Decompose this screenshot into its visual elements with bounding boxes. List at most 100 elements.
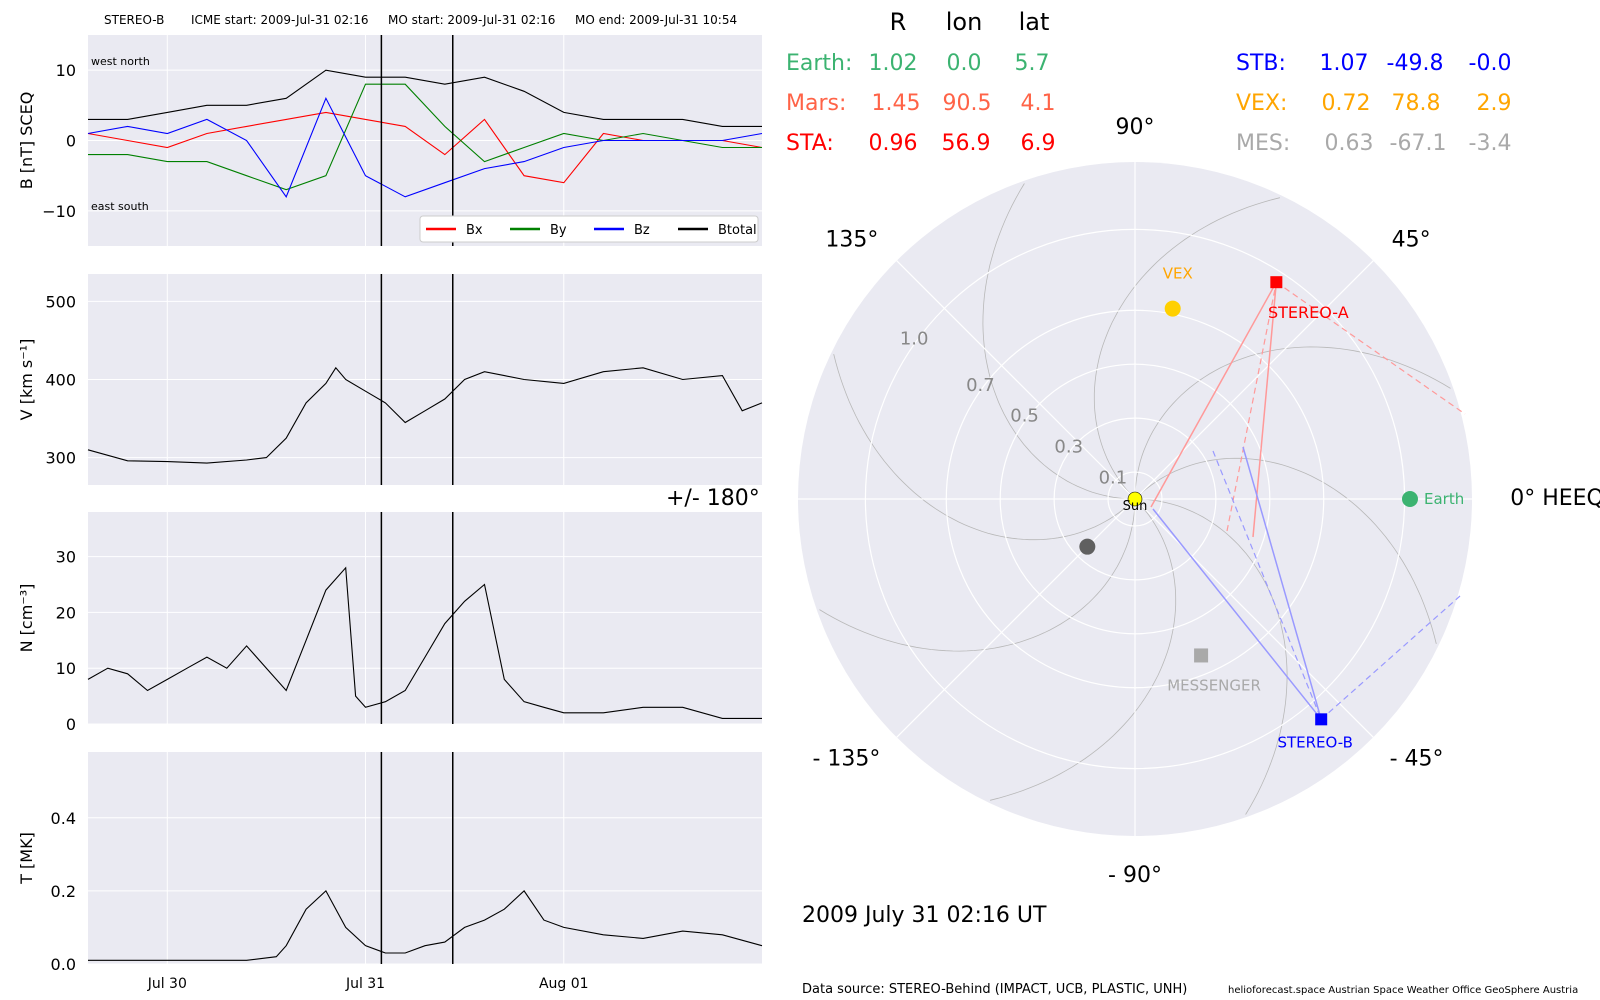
stb-field-line bbox=[1242, 446, 1322, 720]
angle-label: 135° bbox=[825, 227, 878, 252]
mes-name: MES: bbox=[1236, 131, 1290, 156]
y-tick-label: 10 bbox=[56, 659, 76, 678]
table-header-lon: lon bbox=[946, 8, 983, 36]
parker-spiral bbox=[819, 498, 1136, 652]
angle-label: 90° bbox=[1116, 115, 1155, 140]
angle-label: +/- 180° bbox=[666, 486, 760, 511]
messenger-label: MESSENGER bbox=[1167, 676, 1261, 694]
y-tick-label: 20 bbox=[56, 603, 76, 622]
stb-lat: -0.0 bbox=[1469, 51, 1512, 76]
vex-name: VEX: bbox=[1236, 91, 1287, 116]
sun-marker bbox=[1127, 491, 1143, 507]
sta-name: STA: bbox=[786, 131, 834, 156]
legend-label: Bx bbox=[466, 223, 483, 238]
y-axis-label: T [MK] bbox=[17, 832, 36, 885]
stereo-b-label: STEREO-B bbox=[1277, 733, 1352, 751]
parker-spiral bbox=[1093, 197, 1280, 500]
stb-dashed-line bbox=[1212, 450, 1322, 720]
radial-tick-label: 0.1 bbox=[1099, 468, 1128, 489]
angle-label: 45° bbox=[1392, 227, 1431, 252]
sta-lon: 56.9 bbox=[942, 131, 991, 156]
sta-lat: 6.9 bbox=[1021, 131, 1056, 156]
table-header-r: R bbox=[890, 8, 907, 36]
x-tick-label: Aug 01 bbox=[539, 976, 589, 992]
panel-background bbox=[88, 752, 762, 964]
credits-label: helioforecast.space Austrian Space Weath… bbox=[1228, 985, 1578, 996]
sta-r: 0.96 bbox=[869, 131, 918, 156]
mars-r: 1.45 bbox=[872, 91, 921, 116]
radial-tick-label: 0.7 bbox=[966, 375, 995, 396]
stereo-a-label: STEREO-A bbox=[1268, 303, 1349, 322]
header-mo-start: MO start: 2009-Jul-31 02:16 bbox=[388, 13, 555, 27]
earth-lon: 0.0 bbox=[947, 51, 982, 76]
y-tick-label: 10 bbox=[56, 61, 76, 80]
angle-label: 0° HEEQ bbox=[1510, 486, 1600, 511]
legend-box bbox=[419, 215, 759, 243]
stb-r: 1.07 bbox=[1320, 51, 1369, 76]
y-tick-label: 30 bbox=[56, 548, 76, 567]
legend: Bx By Bz Btotal bbox=[419, 215, 759, 243]
angular-gridline bbox=[1134, 498, 1374, 738]
stb-field-line bbox=[1152, 508, 1322, 720]
angle-label: - 135° bbox=[812, 747, 880, 772]
angular-gridline bbox=[896, 260, 1136, 500]
header-spacecraft: STEREO-B bbox=[104, 13, 164, 27]
mars-lat: 4.1 bbox=[1021, 91, 1056, 116]
parker-spiral bbox=[1134, 498, 1288, 815]
vex-label: VEX bbox=[1163, 265, 1193, 283]
panel-background bbox=[88, 512, 762, 724]
angle-label: - 45° bbox=[1390, 747, 1444, 772]
vex-r: 0.72 bbox=[1322, 91, 1371, 116]
panel-temperature: 0.4 0.2 0.0 T [MK] Jul 30 Jul 31 Aug 01 bbox=[17, 752, 763, 992]
y-tick-label: 0.4 bbox=[51, 809, 76, 828]
radial-tick-label: 1.0 bbox=[900, 328, 929, 349]
stb-name: STB: bbox=[1236, 51, 1286, 76]
table-header-lat: lat bbox=[1019, 8, 1050, 36]
parker-spiral bbox=[1134, 457, 1437, 644]
messenger-marker bbox=[1194, 648, 1209, 663]
vex-marker bbox=[1164, 300, 1181, 317]
y-tick-label: 0.2 bbox=[51, 882, 76, 901]
mars-lon: 90.5 bbox=[943, 91, 992, 116]
series-line-n bbox=[87, 566, 762, 719]
vex-lat: 2.9 bbox=[1477, 91, 1512, 116]
stb-lon: -49.8 bbox=[1387, 51, 1444, 76]
y-tick-label: 0 bbox=[66, 715, 76, 734]
angle-label: - 90° bbox=[1108, 863, 1162, 888]
stereo-b-marker bbox=[1315, 713, 1328, 726]
mes-r: 0.63 bbox=[1325, 131, 1374, 156]
parker-spiral bbox=[990, 498, 1177, 801]
x-tick-label: Jul 31 bbox=[345, 976, 385, 992]
series-line-t bbox=[88, 890, 763, 961]
legend-label: By bbox=[550, 223, 567, 238]
parker-spiral bbox=[833, 354, 1136, 541]
y-tick-label: 0 bbox=[66, 132, 76, 151]
data-source-label: Data source: STEREO-Behind (IMPACT, UCB,… bbox=[802, 982, 1187, 997]
angular-gridline bbox=[1134, 260, 1374, 500]
angular-gridline bbox=[896, 498, 1136, 738]
y-axis-label: N [cm⁻³] bbox=[17, 584, 36, 653]
legend-label: Bz bbox=[634, 223, 650, 238]
header-icme-start: ICME start: 2009-Jul-31 02:16 bbox=[191, 13, 369, 27]
sun-label: Sun bbox=[1123, 499, 1148, 514]
panel-density: 30 20 10 0 N [cm⁻³] bbox=[17, 512, 762, 734]
parker-spiral bbox=[982, 183, 1136, 500]
series-line-v bbox=[87, 366, 763, 464]
legend-label: Btotal bbox=[718, 223, 757, 238]
corner-label-bottom: east south bbox=[91, 200, 149, 213]
sta-dashed-line bbox=[1275, 281, 1466, 415]
series-line-btotal bbox=[88, 69, 762, 127]
y-tick-label: 500 bbox=[45, 292, 76, 311]
vex-lon: 78.8 bbox=[1392, 91, 1441, 116]
datetime-label: 2009 July 31 02:16 UT bbox=[802, 903, 1047, 928]
earth-lat: 5.7 bbox=[1015, 51, 1050, 76]
radial-tick-label: 0.5 bbox=[1010, 406, 1039, 427]
y-tick-label: 0.0 bbox=[51, 955, 76, 974]
panel-speed: 500 400 300 V [km s⁻¹] bbox=[17, 274, 763, 485]
planet-marker bbox=[1079, 538, 1096, 555]
series-line-by bbox=[88, 83, 762, 191]
y-axis-label: B [nT] SCEQ bbox=[17, 92, 36, 190]
earth-label: Earth bbox=[1424, 490, 1464, 508]
